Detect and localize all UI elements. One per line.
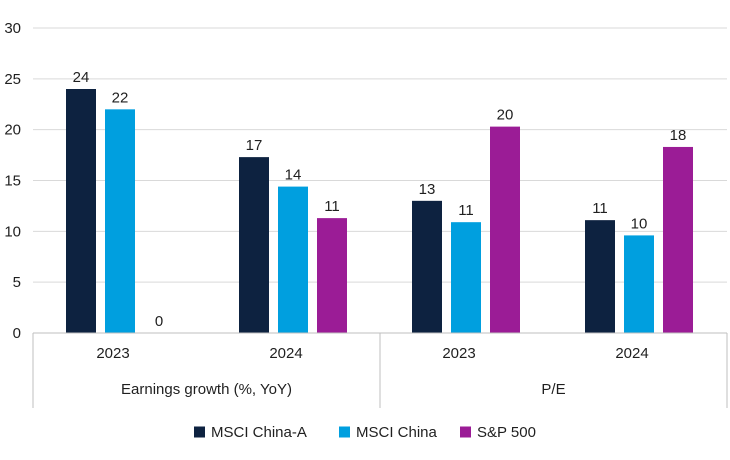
bar-s-p-500 xyxy=(663,146,693,333)
data-labels: 24 22 0 17 14 11 13 11 20 11 10 18 xyxy=(73,69,687,330)
bar-msci-china-a xyxy=(585,220,615,333)
y-tick-label: 10 xyxy=(4,223,21,240)
x-group-label: Earnings growth (%, YoY) xyxy=(121,381,292,398)
data-label: 10 xyxy=(631,215,648,232)
bar-s-p-500 xyxy=(490,126,520,333)
data-label: 11 xyxy=(324,198,340,215)
data-label: 11 xyxy=(458,202,474,219)
y-tick-label: 30 xyxy=(4,20,21,37)
x-axis: 2023 2024 Earnings growth (%, YoY) 2023 2024… xyxy=(32,332,728,408)
legend-swatch xyxy=(460,426,471,438)
data-label: 18 xyxy=(670,127,687,144)
y-tick-label: 0 xyxy=(13,325,21,342)
legend-swatch xyxy=(194,426,205,438)
x-category-label: 2024 xyxy=(615,345,648,362)
data-label: 24 xyxy=(73,69,90,86)
bar-s-p-500 xyxy=(317,218,347,333)
data-label: 17 xyxy=(246,137,263,154)
gridlines xyxy=(33,27,727,283)
bar-msci-china-a xyxy=(412,200,442,333)
y-tick-label: 20 xyxy=(4,122,21,139)
data-label: 13 xyxy=(419,181,436,198)
y-tick-label: 15 xyxy=(4,173,21,190)
bar-msci-china xyxy=(278,186,308,333)
bar-msci-china xyxy=(105,109,135,333)
legend-label: MSCI China-A xyxy=(211,424,307,441)
x-category-label: 2024 xyxy=(269,345,302,362)
data-label: 11 xyxy=(592,200,608,217)
bar-msci-china-a xyxy=(66,89,96,333)
y-tick-label: 5 xyxy=(13,274,21,291)
data-label: 14 xyxy=(285,167,302,184)
legend-label: S&P 500 xyxy=(477,424,536,441)
bar-msci-china-a xyxy=(239,157,269,333)
x-group-label: P/E xyxy=(541,381,565,398)
legend-swatch xyxy=(339,426,350,438)
data-label: 0 xyxy=(155,313,163,330)
bars xyxy=(66,89,693,333)
y-tick-label: 25 xyxy=(4,71,21,88)
x-category-label: 2023 xyxy=(442,345,475,362)
data-label: 22 xyxy=(112,89,129,106)
bar-msci-china xyxy=(624,235,654,333)
x-category-label: 2023 xyxy=(96,345,129,362)
legend: MSCI China-A MSCI China S&P 500 xyxy=(194,424,536,441)
bar-msci-china xyxy=(451,222,481,333)
data-label: 20 xyxy=(497,107,514,124)
legend-label: MSCI China xyxy=(356,424,438,441)
y-axis-ticks: 0 5 10 15 20 25 30 xyxy=(4,20,21,342)
